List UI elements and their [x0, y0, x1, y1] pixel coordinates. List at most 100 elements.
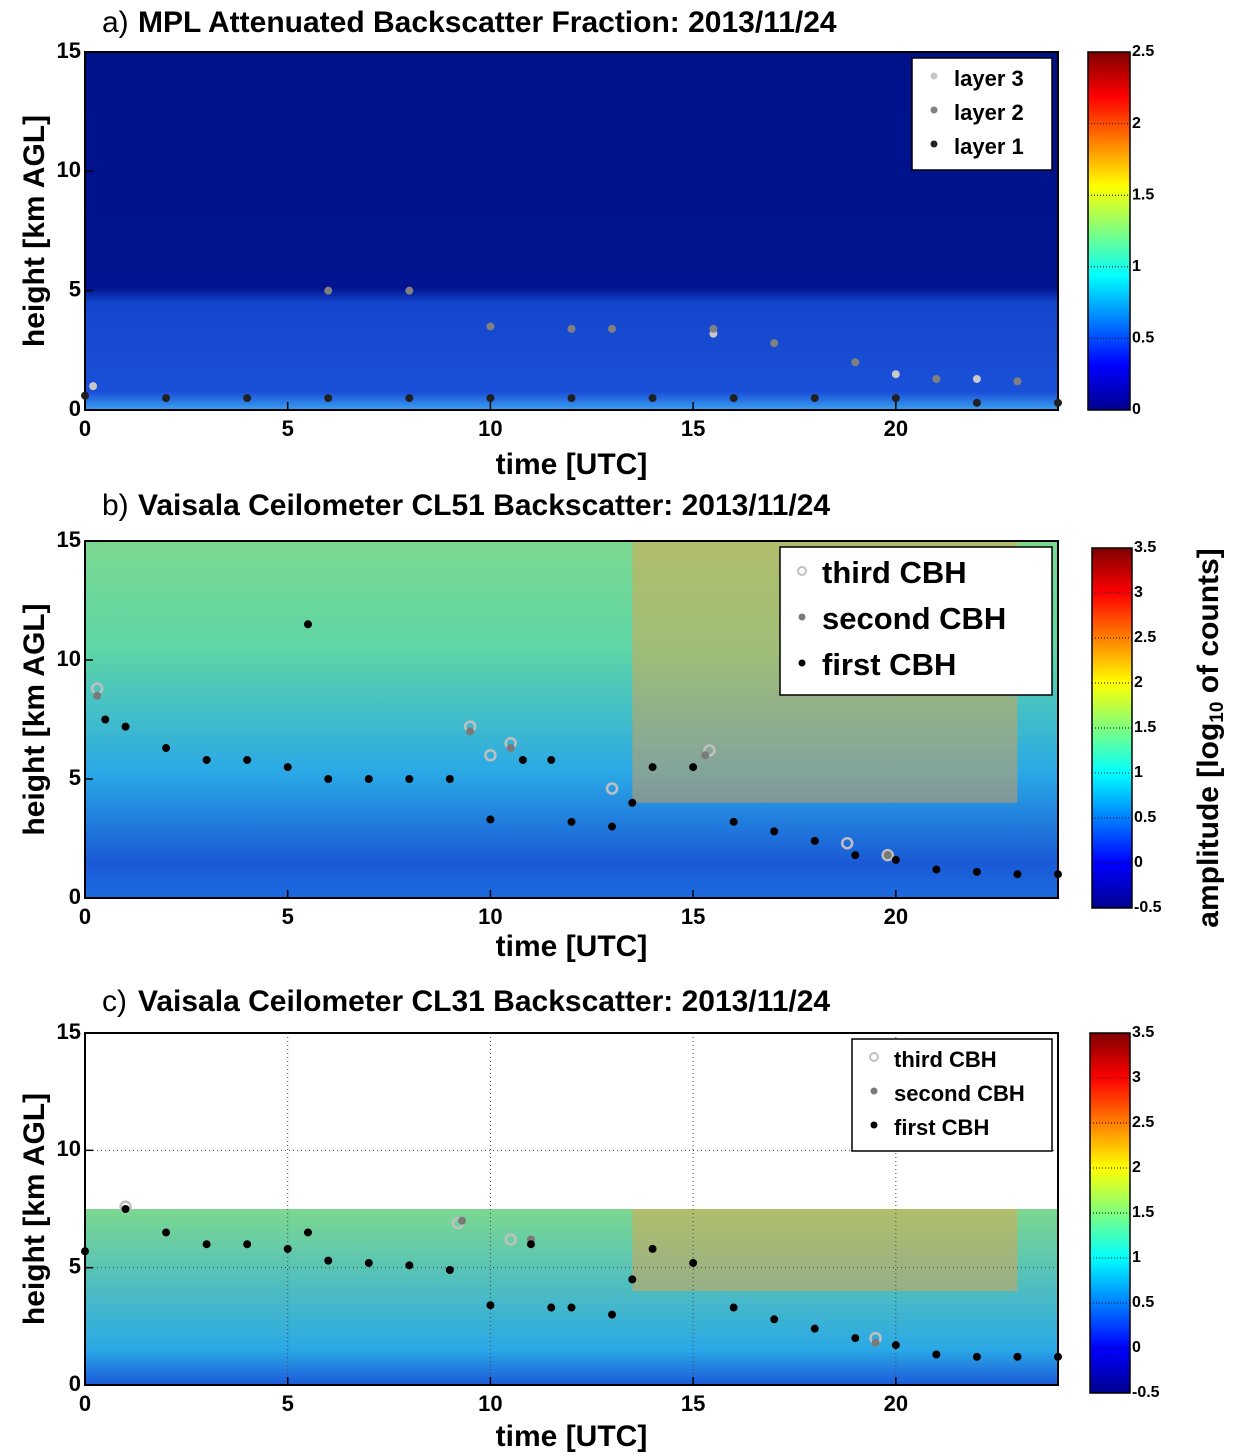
cbh-point: [605, 782, 619, 795]
colorbar-tick-label: 3: [1134, 584, 1143, 601]
y-tick-label: 15: [57, 527, 81, 552]
colorbar: [1087, 51, 1131, 411]
cbh-point: [324, 1256, 333, 1265]
cbh-point: [283, 763, 292, 772]
y-tick-label: 10: [57, 1136, 81, 1161]
y-tick-label: 5: [69, 765, 81, 790]
cbh-point: [851, 358, 860, 367]
y-axis-label: height [km AGL]: [18, 603, 51, 835]
cbh-point: [1054, 1352, 1062, 1361]
legend-label: third CBH: [894, 1047, 997, 1072]
cbh-point: [162, 394, 171, 403]
x-tick-label: 0: [79, 1391, 91, 1416]
colorbar-tick-label: 3.5: [1134, 539, 1156, 556]
cbh-point: [324, 286, 333, 295]
cbh-point: [243, 1240, 252, 1249]
legend-box: [779, 546, 1053, 696]
cbh-point: [526, 1240, 535, 1249]
cbh-point: [243, 394, 252, 403]
legend-marker: [798, 613, 806, 621]
colorbar-label-text: amplitude [log: [1192, 723, 1225, 928]
cbh-point: [547, 755, 556, 764]
cbh-point: [972, 374, 981, 383]
cbh-point: [101, 715, 110, 724]
cbh-point: [932, 865, 941, 874]
cbh-point: [486, 394, 495, 403]
backscatter-field: [85, 52, 1058, 410]
legend-marker: [797, 566, 807, 576]
cbh-point: [93, 691, 102, 700]
cbh-point: [1013, 870, 1022, 879]
cbh-point: [891, 370, 900, 379]
cbh-point: [810, 836, 819, 845]
cbh-point: [851, 1334, 860, 1343]
legend-marker: [930, 72, 938, 80]
cbh-point: [932, 374, 941, 383]
cbh-point: [689, 763, 698, 772]
chart-title: MPL Attenuated Backscatter Fraction: 201…: [138, 6, 837, 39]
cbh-point: [709, 324, 718, 333]
cbh-point: [883, 851, 892, 860]
cbh-point: [518, 755, 527, 764]
cbh-point: [932, 1350, 941, 1359]
cbh-point: [1013, 1352, 1022, 1361]
cbh-point: [405, 394, 414, 403]
cbh-point: [458, 1216, 467, 1225]
colorbar-tick-label: 0.5: [1134, 809, 1156, 826]
cbh-point: [484, 748, 497, 762]
legend-marker: [930, 140, 938, 148]
x-tick-label: 15: [681, 416, 705, 441]
cbh-point: [567, 324, 576, 333]
cbh-point: [303, 620, 312, 629]
y-tick-label: 10: [57, 646, 81, 671]
legend-marker: [930, 106, 938, 114]
cbh-point: [405, 1261, 414, 1270]
panel-label: b): [102, 489, 129, 522]
cbh-point: [689, 1258, 698, 1267]
colorbar-tick-label: 0.5: [1132, 1294, 1154, 1311]
colorbar-tick-label: 2.5: [1132, 43, 1154, 60]
y-tick-label: 15: [57, 1019, 81, 1044]
cbh-point: [364, 1258, 373, 1267]
legend-marker: [870, 1121, 878, 1129]
x-tick-label: 15: [681, 1391, 705, 1416]
cbh-point: [162, 744, 171, 753]
chart-title: Vaisala Ceilometer CL51 Backscatter: 201…: [138, 489, 830, 522]
colorbar-label: amplitude [log10 of counts]: [1192, 548, 1228, 927]
cbh-point: [81, 1247, 89, 1256]
colorbar-tick-label: 1.5: [1132, 186, 1154, 203]
x-axis-label: time [UTC]: [496, 448, 648, 481]
legend-label: first CBH: [822, 647, 956, 682]
y-tick-label: 15: [57, 38, 81, 63]
x-axis-label: time [UTC]: [496, 1420, 648, 1453]
cbh-point: [364, 775, 373, 783]
cbh-point: [810, 1324, 819, 1333]
colorbar-tick-label: 1: [1132, 258, 1141, 275]
colorbar-tick-label: 0: [1132, 401, 1141, 418]
cbh-point: [729, 394, 738, 403]
cbh-point: [324, 775, 333, 783]
cbh-point: [162, 1228, 171, 1237]
cbh-point: [486, 1301, 495, 1310]
chart-title: Vaisala Ceilometer CL31 Backscatter: 201…: [138, 985, 830, 1018]
y-axis-label: height [km AGL]: [18, 115, 51, 347]
colorbar-tick-label: 0: [1132, 1339, 1141, 1356]
cbh-point: [243, 755, 252, 764]
cbh-point: [121, 722, 130, 731]
x-tick-label: 20: [884, 904, 908, 929]
legend-box: [851, 1038, 1053, 1152]
cbh-point: [648, 1244, 657, 1253]
x-axis-label: time [UTC]: [496, 930, 648, 963]
y-tick-label: 0: [69, 884, 81, 909]
cbh-point: [972, 867, 981, 876]
x-tick-label: 0: [79, 416, 91, 441]
plot-frame: [84, 51, 1059, 411]
cbh-point: [770, 339, 779, 348]
cbh-point: [891, 855, 900, 864]
colorbar-tick-label: 2: [1132, 115, 1141, 132]
y-tick-label: 10: [57, 157, 81, 182]
cbh-point: [628, 798, 637, 807]
y-tick-label: 0: [69, 396, 81, 421]
cbh-point: [504, 1233, 517, 1246]
